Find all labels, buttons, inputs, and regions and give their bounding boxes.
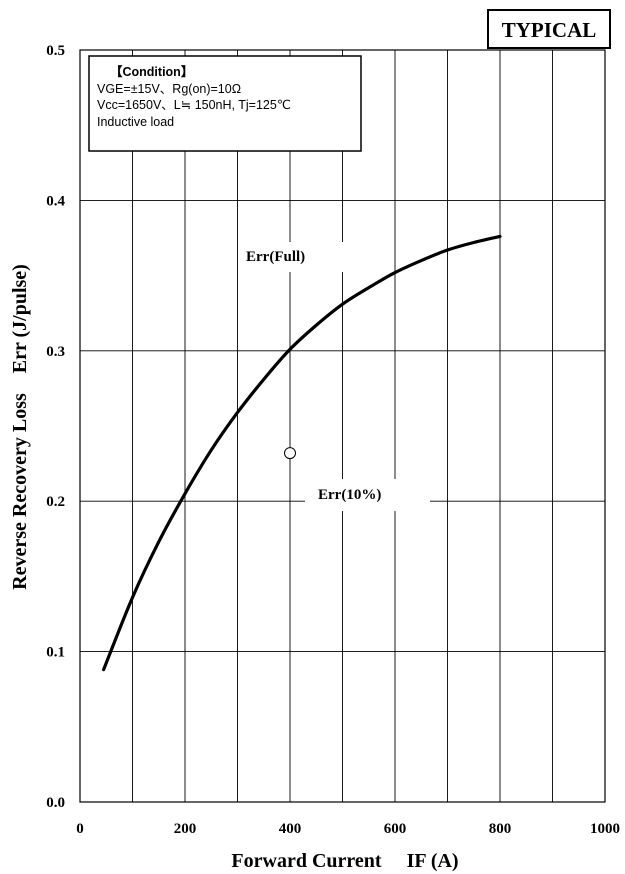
x-tick-labels: 0 200 400 600 800 1000 bbox=[76, 821, 620, 837]
y-tick-label: 0.3 bbox=[46, 344, 65, 360]
series-layer bbox=[102, 234, 502, 672]
x-axis-title: Forward Current IF (A) bbox=[231, 850, 458, 872]
plot-frame bbox=[79, 49, 606, 803]
condition-title: 【Condition】 bbox=[110, 64, 193, 79]
typical-badge: TYPICAL bbox=[487, 9, 611, 49]
y-tick-labels: 0.0 0.1 0.2 0.3 0.4 0.5 bbox=[46, 43, 65, 811]
y-axis-title: Reverse Recovery Loss Err (J/pulse) bbox=[9, 264, 31, 590]
err-10-label: Err(10%) bbox=[318, 487, 381, 503]
condition-line-1: VGE=±15V、Rg(on)=10Ω bbox=[97, 82, 241, 96]
condition-line-2: Vcc=1650V、L≒ 150nH, Tj=125℃ bbox=[97, 98, 291, 112]
y-tick-label: 0.2 bbox=[46, 494, 65, 510]
y-tick-label: 0.4 bbox=[46, 193, 65, 209]
typical-badge-label: TYPICAL bbox=[502, 18, 597, 42]
y-tick-label: 0.5 bbox=[46, 43, 65, 59]
y-tick-label: 0.0 bbox=[46, 795, 65, 811]
condition-line-3: Inductive load bbox=[97, 115, 174, 129]
err-10-label-bg bbox=[305, 479, 430, 511]
x-tick-label: 1000 bbox=[590, 821, 620, 837]
condition-box-frame bbox=[88, 55, 362, 152]
err-full-label: Err(Full) bbox=[246, 249, 305, 265]
x-tick-label: 400 bbox=[279, 821, 302, 837]
typical-badge-frame bbox=[487, 9, 611, 49]
x-tick-label: 800 bbox=[489, 821, 512, 837]
x-tick-label: 200 bbox=[174, 821, 197, 837]
x-tick-label: 600 bbox=[384, 821, 407, 837]
err-10-point bbox=[284, 447, 296, 460]
x-tick-label: 0 bbox=[76, 821, 84, 837]
condition-box: 【Condition】 VGE=±15V、Rg(on)=10Ω Vcc=1650… bbox=[88, 55, 362, 152]
grid-lines bbox=[80, 50, 605, 802]
err-full-curve bbox=[102, 234, 502, 672]
y-tick-label: 0.1 bbox=[46, 645, 65, 661]
err-full-label-bg bbox=[240, 242, 345, 272]
